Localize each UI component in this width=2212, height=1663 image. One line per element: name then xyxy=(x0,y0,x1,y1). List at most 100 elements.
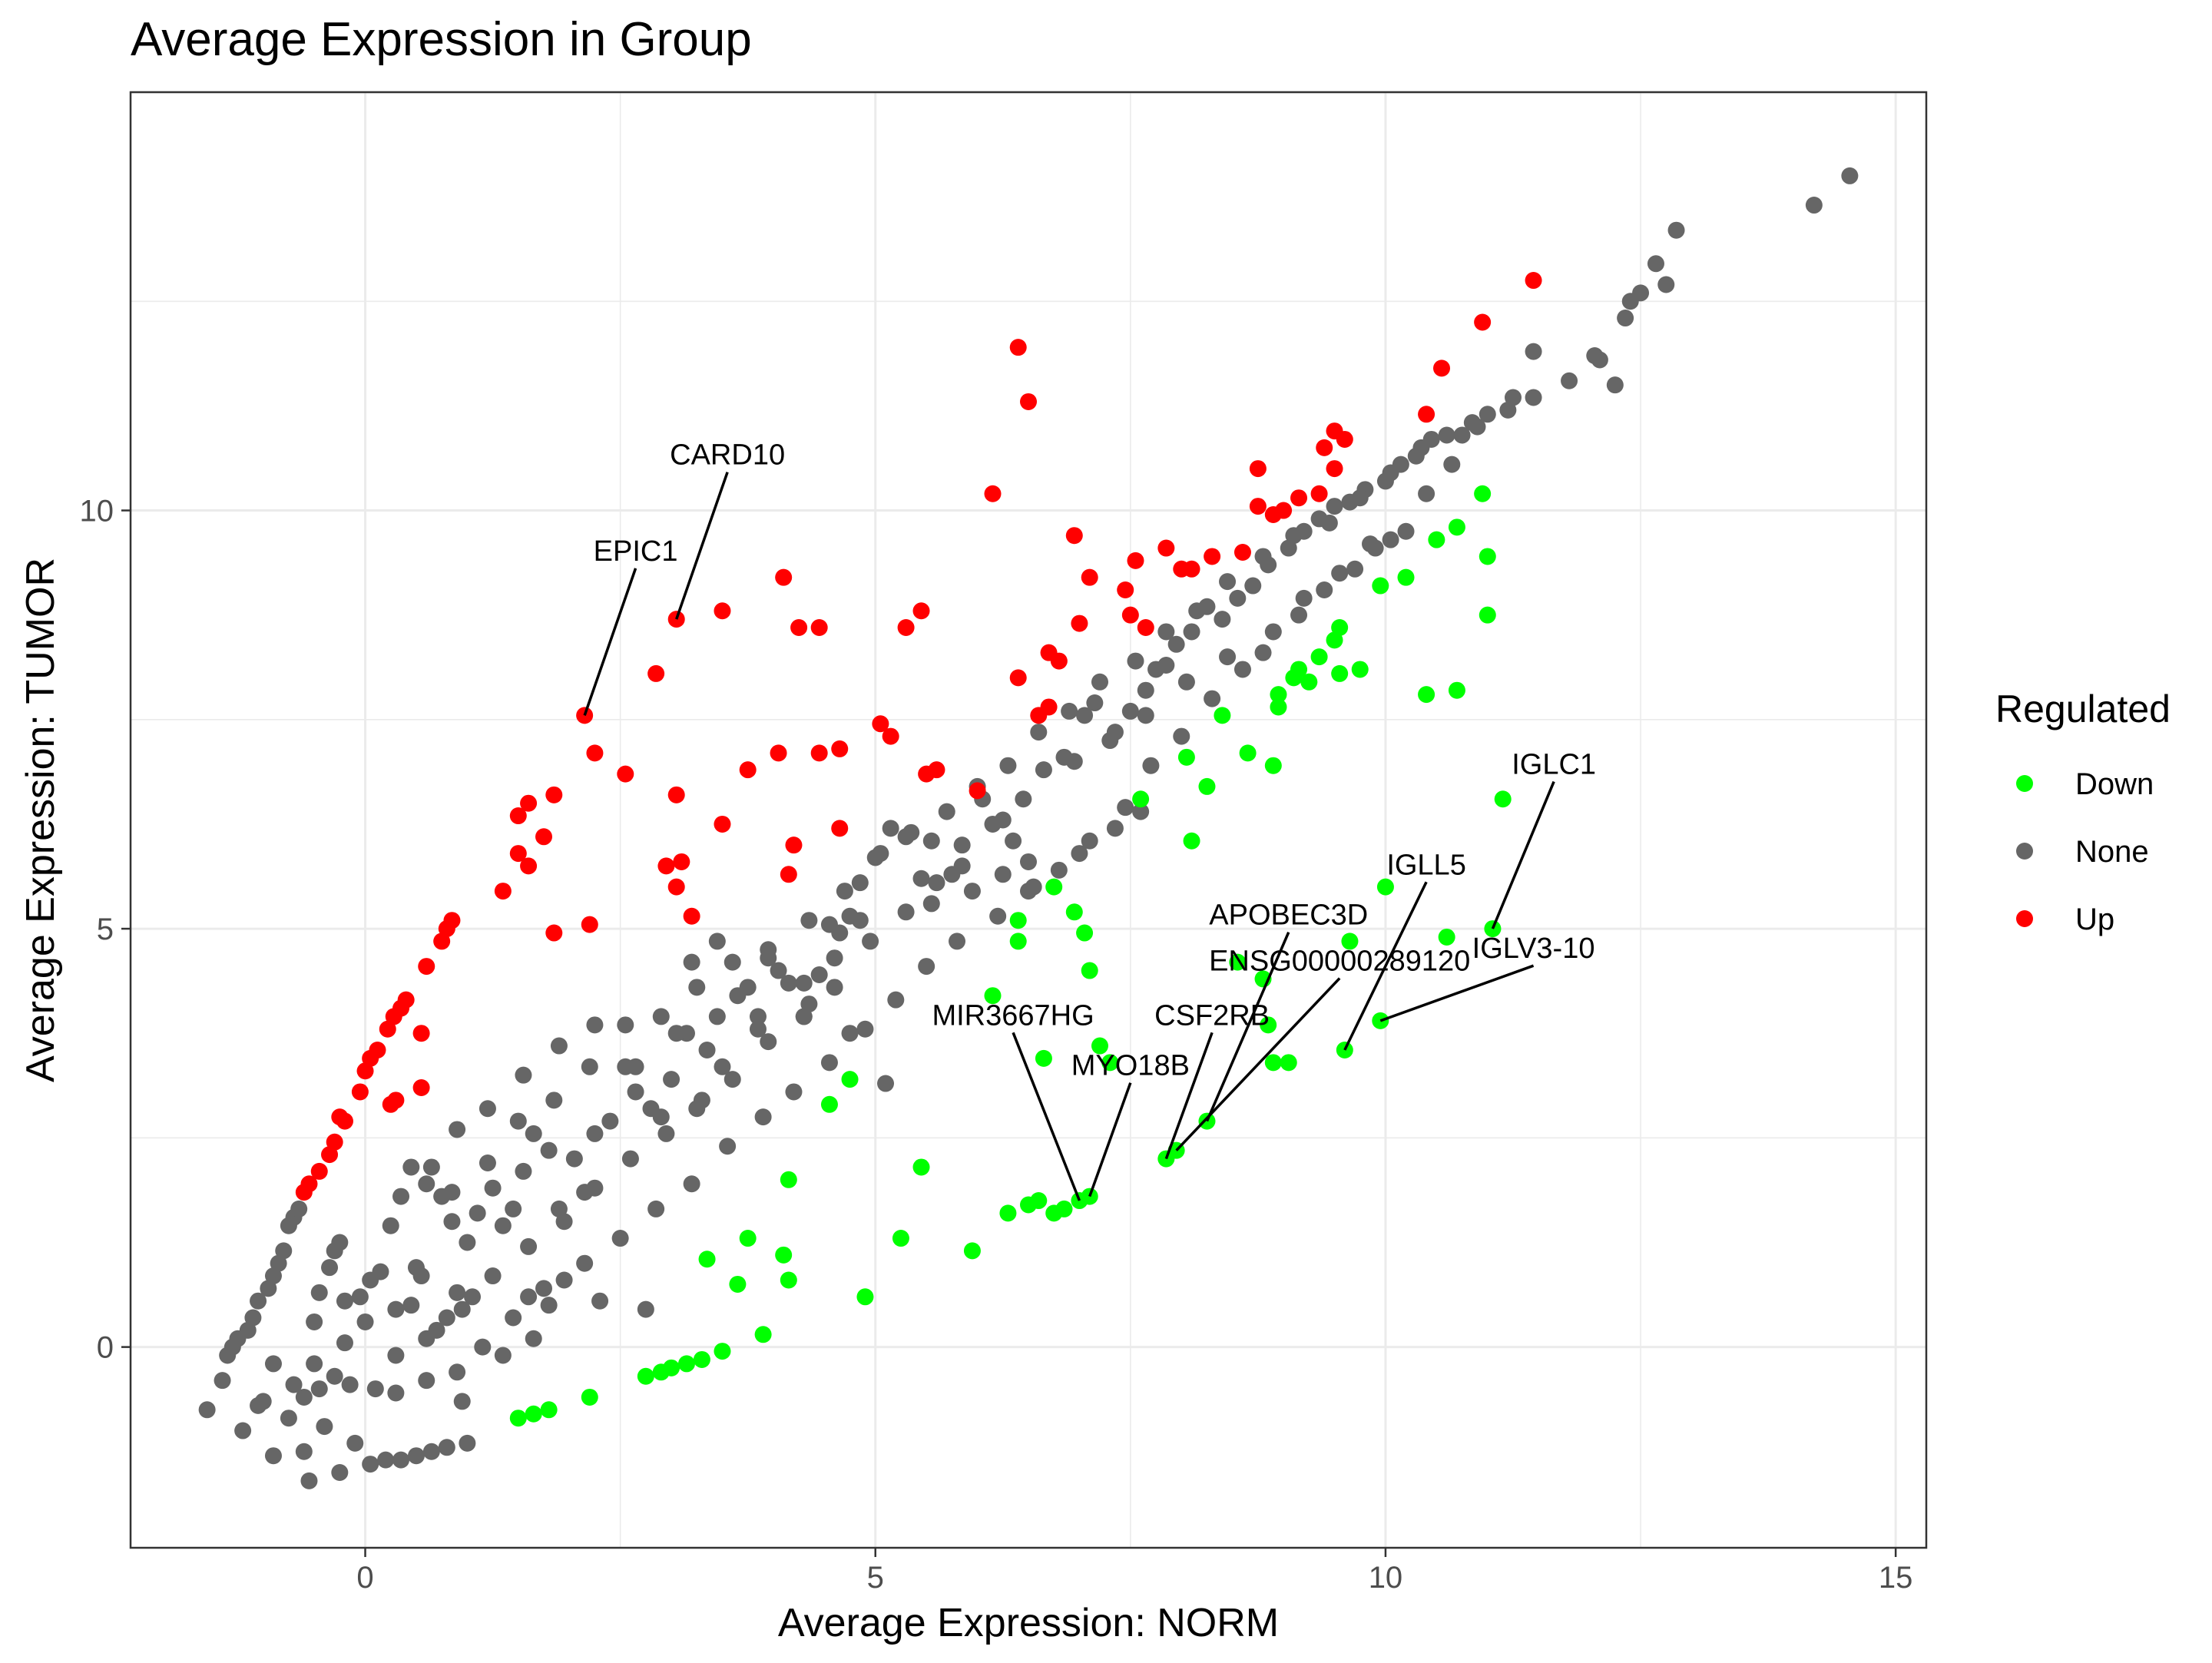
point-none xyxy=(1183,623,1200,641)
point-down xyxy=(754,1326,772,1343)
gene-label: IGLC1 xyxy=(1512,749,1596,781)
point-none xyxy=(922,832,940,850)
point-none xyxy=(520,1288,538,1306)
point-none xyxy=(1617,310,1634,327)
point-up xyxy=(509,845,527,863)
point-up xyxy=(1310,485,1328,502)
data-points xyxy=(198,167,1859,1489)
point-none xyxy=(1264,623,1282,641)
point-up xyxy=(1121,606,1139,624)
point-up xyxy=(1290,489,1308,507)
point-none xyxy=(449,1121,466,1138)
gene-label: CSF2RB xyxy=(1154,999,1270,1032)
point-none xyxy=(902,823,920,841)
point-none xyxy=(484,1267,502,1285)
point-none xyxy=(984,815,1002,833)
plot-panel xyxy=(131,92,1926,1548)
point-none xyxy=(1438,426,1455,444)
point-none xyxy=(1127,652,1144,670)
point-none xyxy=(800,912,818,929)
point-up xyxy=(1249,460,1267,478)
point-none xyxy=(469,1204,486,1222)
point-none xyxy=(402,1297,420,1314)
point-none xyxy=(449,1284,466,1301)
point-none xyxy=(611,1230,629,1247)
point-none xyxy=(1071,845,1088,863)
point-up xyxy=(387,1092,405,1109)
point-none xyxy=(1657,276,1675,293)
point-up xyxy=(1275,502,1293,519)
point-up xyxy=(1204,548,1221,565)
x-tick-label: 5 xyxy=(867,1561,884,1595)
point-none xyxy=(474,1338,492,1356)
point-down xyxy=(1177,748,1195,766)
point-none xyxy=(663,1071,680,1088)
point-none xyxy=(1167,635,1185,653)
point-none xyxy=(953,836,971,854)
y-tick-label: 5 xyxy=(97,913,114,946)
point-none xyxy=(198,1401,216,1419)
point-down xyxy=(581,1388,598,1406)
point-none xyxy=(244,1309,262,1327)
label-leader-line xyxy=(1088,1082,1132,1198)
point-none xyxy=(1647,255,1664,273)
point-down xyxy=(1030,1192,1048,1210)
legend-key-down xyxy=(2016,775,2033,792)
point-none xyxy=(683,953,700,971)
point-up xyxy=(379,1020,396,1038)
point-down xyxy=(1448,681,1465,699)
gene-labels: CARD10 EPIC1 IGLC1 IGLL5 APOBEC3D ENSG0000028… xyxy=(583,439,1596,1201)
point-down xyxy=(637,1367,654,1385)
point-none xyxy=(1106,820,1124,837)
point-none xyxy=(693,1092,710,1109)
point-none xyxy=(1219,648,1237,666)
point-down xyxy=(1198,777,1216,795)
point-none xyxy=(576,1254,594,1272)
point-none xyxy=(1525,389,1542,406)
point-up xyxy=(790,619,808,637)
y-axis-ticks: 0 5 10 xyxy=(80,495,131,1365)
point-none xyxy=(438,1309,455,1327)
point-up xyxy=(739,761,757,779)
point-up xyxy=(397,991,415,1009)
point-down xyxy=(1065,903,1083,921)
point-none xyxy=(627,1058,644,1075)
point-down xyxy=(1438,928,1455,946)
point-none xyxy=(555,1271,573,1289)
point-none xyxy=(1188,602,1206,620)
point-none xyxy=(1418,485,1435,502)
point-none xyxy=(1295,589,1313,607)
point-none xyxy=(820,1054,838,1072)
point-down xyxy=(892,1230,909,1247)
point-none xyxy=(382,1217,399,1234)
point-none xyxy=(918,958,935,976)
point-none xyxy=(346,1434,364,1452)
point-up xyxy=(714,602,731,620)
point-none xyxy=(392,1188,410,1205)
point-up xyxy=(1336,430,1353,448)
point-none xyxy=(478,1100,496,1118)
point-none xyxy=(760,1033,777,1051)
point-down xyxy=(1372,577,1389,595)
point-none xyxy=(1561,372,1578,389)
point-up xyxy=(810,744,828,762)
point-up xyxy=(1127,552,1144,569)
point-none xyxy=(1005,832,1022,850)
point-none xyxy=(300,1472,318,1489)
point-none xyxy=(949,933,966,950)
point-none xyxy=(621,1150,639,1168)
point-up xyxy=(1157,539,1175,557)
point-none xyxy=(418,1372,435,1390)
x-axis-ticks: 0 5 10 15 xyxy=(356,1548,1912,1595)
point-none xyxy=(290,1200,308,1217)
point-up xyxy=(912,602,930,620)
point-up xyxy=(509,807,527,825)
point-none xyxy=(341,1376,359,1393)
point-down xyxy=(912,1158,930,1176)
point-none xyxy=(264,1355,282,1373)
legend-items: Down None Up xyxy=(2016,767,2154,936)
point-none xyxy=(652,1108,670,1126)
point-none xyxy=(387,1347,405,1364)
point-none xyxy=(565,1150,583,1168)
